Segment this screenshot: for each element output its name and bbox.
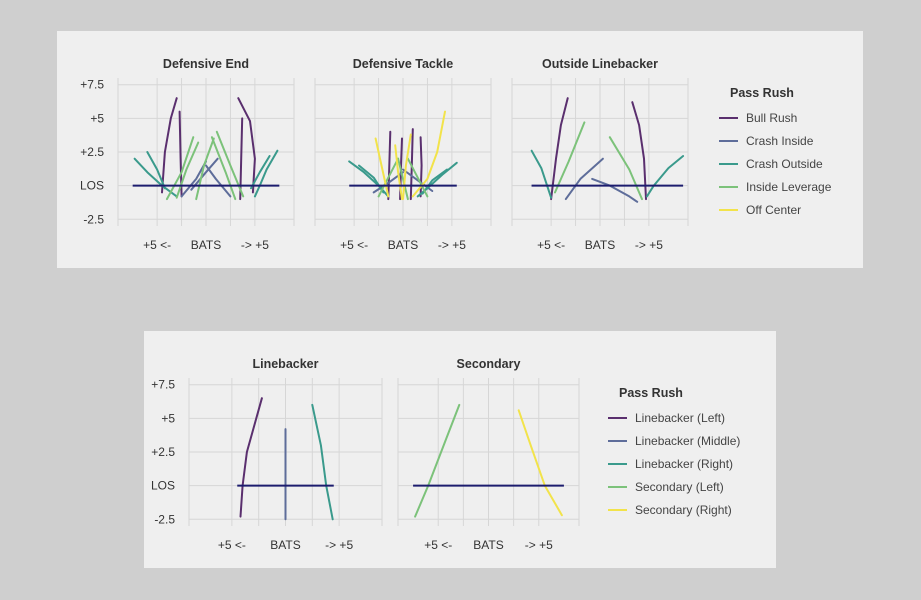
legend: Pass Rush Bull Rush Crash Inside Crash Outs… (719, 86, 832, 217)
x-tick-label: -> +5 (525, 538, 553, 552)
x-tick-label: +5 <- (340, 238, 368, 252)
x-tick-label: BATS (585, 238, 615, 252)
facet-title-outside-linebacker: Outside Linebacker (542, 57, 658, 71)
route-line-inside-leverage (165, 136, 195, 201)
y-tick-label: +7.5 (151, 378, 175, 392)
y-tick-label: +2.5 (151, 445, 175, 459)
route-line-inside-leverage (554, 121, 586, 194)
x-tick-label: BATS (473, 538, 503, 552)
legend-label-linebacker-middle: Linebacker (Middle) (635, 434, 740, 448)
x-tick-label: +5 <- (537, 238, 565, 252)
legend-label-crash-outside: Crash Outside (746, 157, 823, 171)
route-line-bull-rush (161, 97, 178, 194)
route-line-inside-leverage (608, 136, 643, 201)
facet-outside-linebacker: Outside Linebacker +5 <- BATS -> +5 (511, 57, 689, 252)
route-line-inside-leverage (210, 136, 237, 201)
y-tick-label: +2.5 (80, 145, 104, 159)
y-tick-label: +5 (90, 111, 104, 125)
route-line-inside-leverage (175, 141, 200, 199)
route-line-inside-leverage (397, 157, 409, 201)
route-line-crash-outside (645, 155, 685, 198)
legend-label-linebacker-left: Linebacker (Left) (635, 411, 725, 425)
x-tick-label: BATS (270, 538, 300, 552)
y-tick-label: LOS (80, 179, 104, 193)
route-line-crash-inside (190, 157, 219, 191)
route-line-off-center (402, 133, 412, 201)
x-tick-label: -> +5 (241, 238, 269, 252)
legend-label-secondary-right: Secondary (Right) (635, 503, 732, 517)
route-line-crash-outside (133, 157, 178, 198)
route-line-off-center (411, 110, 446, 198)
route-line-crash-inside (180, 160, 207, 198)
bottom-chart-svg: Linebacker +7.5 +5 +2.5 LOS -2.5 +5 <- BATS -> +… (151, 357, 740, 552)
x-tick-label: +5 <- (424, 538, 452, 552)
y-tick-label: -2.5 (154, 512, 175, 526)
route-line-crash-inside (591, 177, 639, 203)
legend-label-bull-rush: Bull Rush (746, 111, 797, 125)
route-line-secondary-left (414, 403, 461, 518)
y-tick-label: -2.5 (83, 212, 104, 226)
route-line-crash-inside (205, 164, 232, 198)
route-line-inside-leverage (195, 137, 215, 201)
legend-label-crash-inside: Crash Inside (746, 134, 814, 148)
x-tick-label: +5 <- (218, 538, 246, 552)
top-chart-svg: Defensive End +7.5 +5 +2.5 LOS -2.5 +5 <- BATS -… (80, 57, 832, 252)
legend-label-inside-leverage: Inside Leverage (746, 180, 832, 194)
route-line-crash-outside (146, 151, 166, 190)
y-tick-label: +5 (161, 411, 175, 425)
y-tick-label: LOS (151, 479, 175, 493)
route-line-crash-inside (564, 157, 604, 201)
x-tick-label: BATS (191, 238, 221, 252)
legend: Pass Rush Linebacker (Left) Linebacker (Mi… (608, 386, 740, 517)
route-line-bull-rush (387, 130, 392, 201)
facet-title-defensive-end: Defensive End (163, 57, 249, 71)
facet-title-linebacker: Linebacker (252, 357, 318, 371)
facet-title-defensive-tackle: Defensive Tackle (353, 57, 454, 71)
facet-defensive-end: Defensive End +7.5 +5 +2.5 LOS -2.5 +5 <- BATS -… (80, 57, 295, 252)
legend-label-linebacker-right: Linebacker (Right) (635, 457, 733, 471)
route-line-off-center (394, 144, 403, 201)
x-tick-label: +5 <- (143, 238, 171, 252)
route-line-linebacker-right (311, 403, 334, 521)
facet-secondary: Secondary +5 <- BATS -> +5 (397, 357, 580, 552)
top-chart-panel: Defensive End +7.5 +5 +2.5 LOS -2.5 +5 <- BATS -… (57, 31, 863, 268)
bottom-chart-panel: Linebacker +7.5 +5 +2.5 LOS -2.5 +5 <- BATS -> +… (144, 331, 776, 568)
route-line-crash-outside (358, 164, 385, 194)
route-line-bull-rush (550, 97, 569, 201)
route-line-bull-rush (631, 101, 647, 201)
facet-defensive-tackle: Defensive Tackle +5 <- BATS -> +5 (314, 57, 492, 252)
x-tick-label: -> +5 (438, 238, 466, 252)
route-line-linebacker-left (239, 397, 263, 518)
route-line-secondary-right (517, 409, 563, 517)
route-line-crash-outside (253, 149, 279, 198)
facet-linebacker: Linebacker +7.5 +5 +2.5 LOS -2.5 +5 <- BATS -> +… (151, 357, 383, 552)
route-line-crash-outside (530, 149, 553, 199)
route-line-bull-rush (237, 97, 256, 194)
x-tick-label: BATS (388, 238, 418, 252)
legend-label-off-center: Off Center (746, 203, 801, 217)
x-tick-label: -> +5 (325, 538, 353, 552)
facet-title-secondary: Secondary (457, 357, 521, 371)
legend-label-secondary-left: Secondary (Left) (635, 480, 724, 494)
route-line-bull-rush (239, 117, 244, 201)
route-line-crash-outside (421, 168, 448, 195)
route-line-inside-leverage (377, 157, 400, 198)
legend-title: Pass Rush (619, 386, 683, 400)
legend-title: Pass Rush (730, 86, 794, 100)
route-line-inside-leverage (406, 157, 429, 198)
y-tick-label: +7.5 (80, 78, 104, 92)
x-tick-label: -> +5 (635, 238, 663, 252)
route-line-crash-outside (250, 155, 271, 190)
